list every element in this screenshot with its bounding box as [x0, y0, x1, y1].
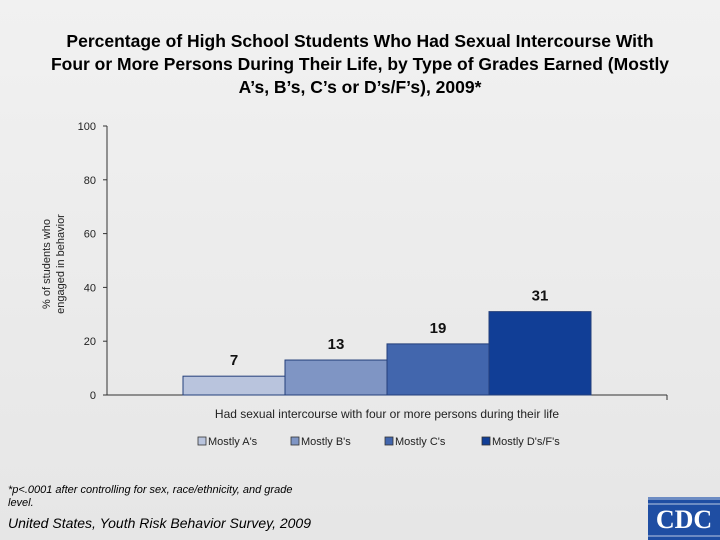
legend-swatch	[384, 436, 394, 446]
y-axis-label-line: % of students who	[41, 219, 53, 309]
y-tick-label: 0	[90, 390, 96, 402]
x-axis-label: Had sexual intercourse with four or more…	[215, 407, 559, 421]
bar	[386, 343, 490, 396]
title-line-1: Percentage of High School Students Who H…	[66, 31, 654, 51]
legend-swatch	[290, 436, 300, 446]
y-tick-label: 20	[84, 336, 96, 348]
legend-swatch	[481, 436, 491, 446]
data-labels: 7 13 19 31	[230, 288, 549, 370]
bar-chart: 0 20 40 60 80 100 % of students who engaged in …	[41, 121, 668, 448]
chart-title: Percentage of High School Students Who H…	[0, 30, 720, 99]
legend-label: Mostly B's	[301, 436, 351, 448]
y-axis-label: % of students who engaged in behavior	[41, 214, 67, 314]
legend-label: Mostly C's	[395, 436, 446, 448]
data-label: 13	[328, 336, 345, 353]
title-line-2: Four or More Persons During Their Life, …	[50, 54, 670, 74]
legend-label: Mostly A's	[208, 436, 258, 448]
data-label: 7	[230, 352, 238, 369]
x-axis: Had sexual intercourse with four or more…	[107, 394, 668, 421]
y-axis-label-line: engaged in behavior	[55, 214, 67, 314]
y-tick-label: 100	[78, 121, 96, 133]
y-tick-label: 60	[84, 229, 96, 241]
data-label: 19	[430, 320, 447, 337]
y-tick-label: 40	[84, 282, 96, 294]
data-label: 31	[532, 288, 549, 305]
y-axis: 0 20 40 60 80 100 % of students who engaged in …	[41, 121, 108, 402]
y-tick-label: 80	[84, 175, 96, 187]
legend-swatch	[197, 436, 207, 446]
legend-label: Mostly D's/F's	[492, 436, 560, 448]
bar	[284, 359, 388, 396]
footnote: *p<.0001 after controlling for sex, race…	[8, 484, 293, 509]
cdc-logo: CDC	[648, 497, 720, 540]
title-line-3: A’s, B’s, C’s or D’s/F’s), 2009*	[238, 77, 482, 97]
bar	[182, 375, 286, 396]
legend: Mostly A's Mostly B's Mostly C's Mostly D's…	[197, 436, 560, 448]
bars	[182, 311, 592, 396]
svg-text:CDC: CDC	[656, 505, 712, 534]
bar	[488, 311, 592, 396]
source-note: United States, Youth Risk Behavior Surve…	[8, 515, 311, 531]
